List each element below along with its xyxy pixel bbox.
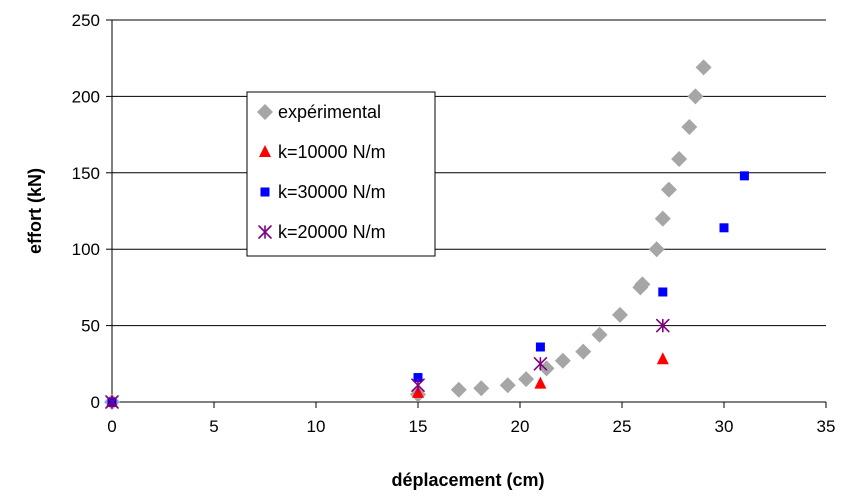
x-tick-label: 25 <box>613 417 632 436</box>
data-point-series-3 <box>413 373 423 383</box>
data-point-series-1 <box>554 352 571 369</box>
x-tick-label: 0 <box>107 417 116 436</box>
data-point-series-1 <box>591 326 608 343</box>
data-point-series-4 <box>105 395 119 409</box>
legend-label-1: expérimental <box>278 102 381 122</box>
x-axis-title: déplacement (cm) <box>391 470 544 490</box>
legend-marker-4 <box>258 225 272 239</box>
axes: 0 50 100 150 200 250 0 5 10 15 20 25 30 35 <box>72 11 836 436</box>
data-point-series-2 <box>656 352 669 365</box>
legend-label-3: k=30000 N/m <box>278 182 386 202</box>
data-point-series-1 <box>648 241 665 258</box>
data-point-series-1 <box>611 306 628 323</box>
data-point-series-3 <box>535 342 545 352</box>
x-tick-label: 10 <box>307 417 326 436</box>
x-tick-label: 30 <box>715 417 734 436</box>
data-point-series-1 <box>575 343 592 360</box>
legend-box <box>246 91 436 257</box>
data-point-series-2 <box>534 376 547 389</box>
data-point-series-4 <box>533 356 548 371</box>
y-tick-label: 0 <box>91 393 100 412</box>
legend-marker-3 <box>260 187 270 197</box>
data-marks <box>104 59 749 410</box>
y-tick-label: 250 <box>72 11 100 30</box>
data-point-series-1 <box>654 210 671 227</box>
data-point-series-1 <box>499 377 516 394</box>
data-point-series-1 <box>695 59 712 76</box>
data-point-series-4 <box>411 378 425 392</box>
data-point-series-1 <box>671 151 688 168</box>
y-axis-title: effort (kN) <box>25 168 45 254</box>
data-point-series-3 <box>739 171 749 181</box>
legend-marker-1 <box>257 104 273 120</box>
data-point-series-1 <box>473 380 490 397</box>
legend-label-2: k=10000 N/m <box>278 142 386 162</box>
data-point-series-3 <box>658 287 668 297</box>
y-tick-label: 100 <box>72 240 100 259</box>
data-point-series-1 <box>660 181 677 198</box>
data-point-series-1 <box>518 371 535 388</box>
legend-label-4: k=20000 N/m <box>278 222 386 242</box>
data-point-series-1 <box>681 118 698 135</box>
x-tick-label: 5 <box>209 417 218 436</box>
y-tick-label: 50 <box>81 317 100 336</box>
data-point-series-1 <box>687 88 704 105</box>
data-point-series-4 <box>655 318 670 333</box>
x-tick-label: 15 <box>409 417 428 436</box>
data-point-series-1 <box>634 276 651 293</box>
x-tick-label: 20 <box>511 417 530 436</box>
legend-marker-2 <box>259 145 271 157</box>
x-tick-label: 35 <box>817 417 836 436</box>
data-point-series-1 <box>538 360 555 377</box>
y-tick-label: 150 <box>72 164 100 183</box>
y-tick-label: 200 <box>72 87 100 106</box>
legend: expérimental k=10000 N/m k=30000 N/m k=2000… <box>246 91 436 257</box>
grid-lines <box>112 19 826 327</box>
data-point-series-3 <box>719 223 729 233</box>
data-point-series-1 <box>450 381 467 398</box>
